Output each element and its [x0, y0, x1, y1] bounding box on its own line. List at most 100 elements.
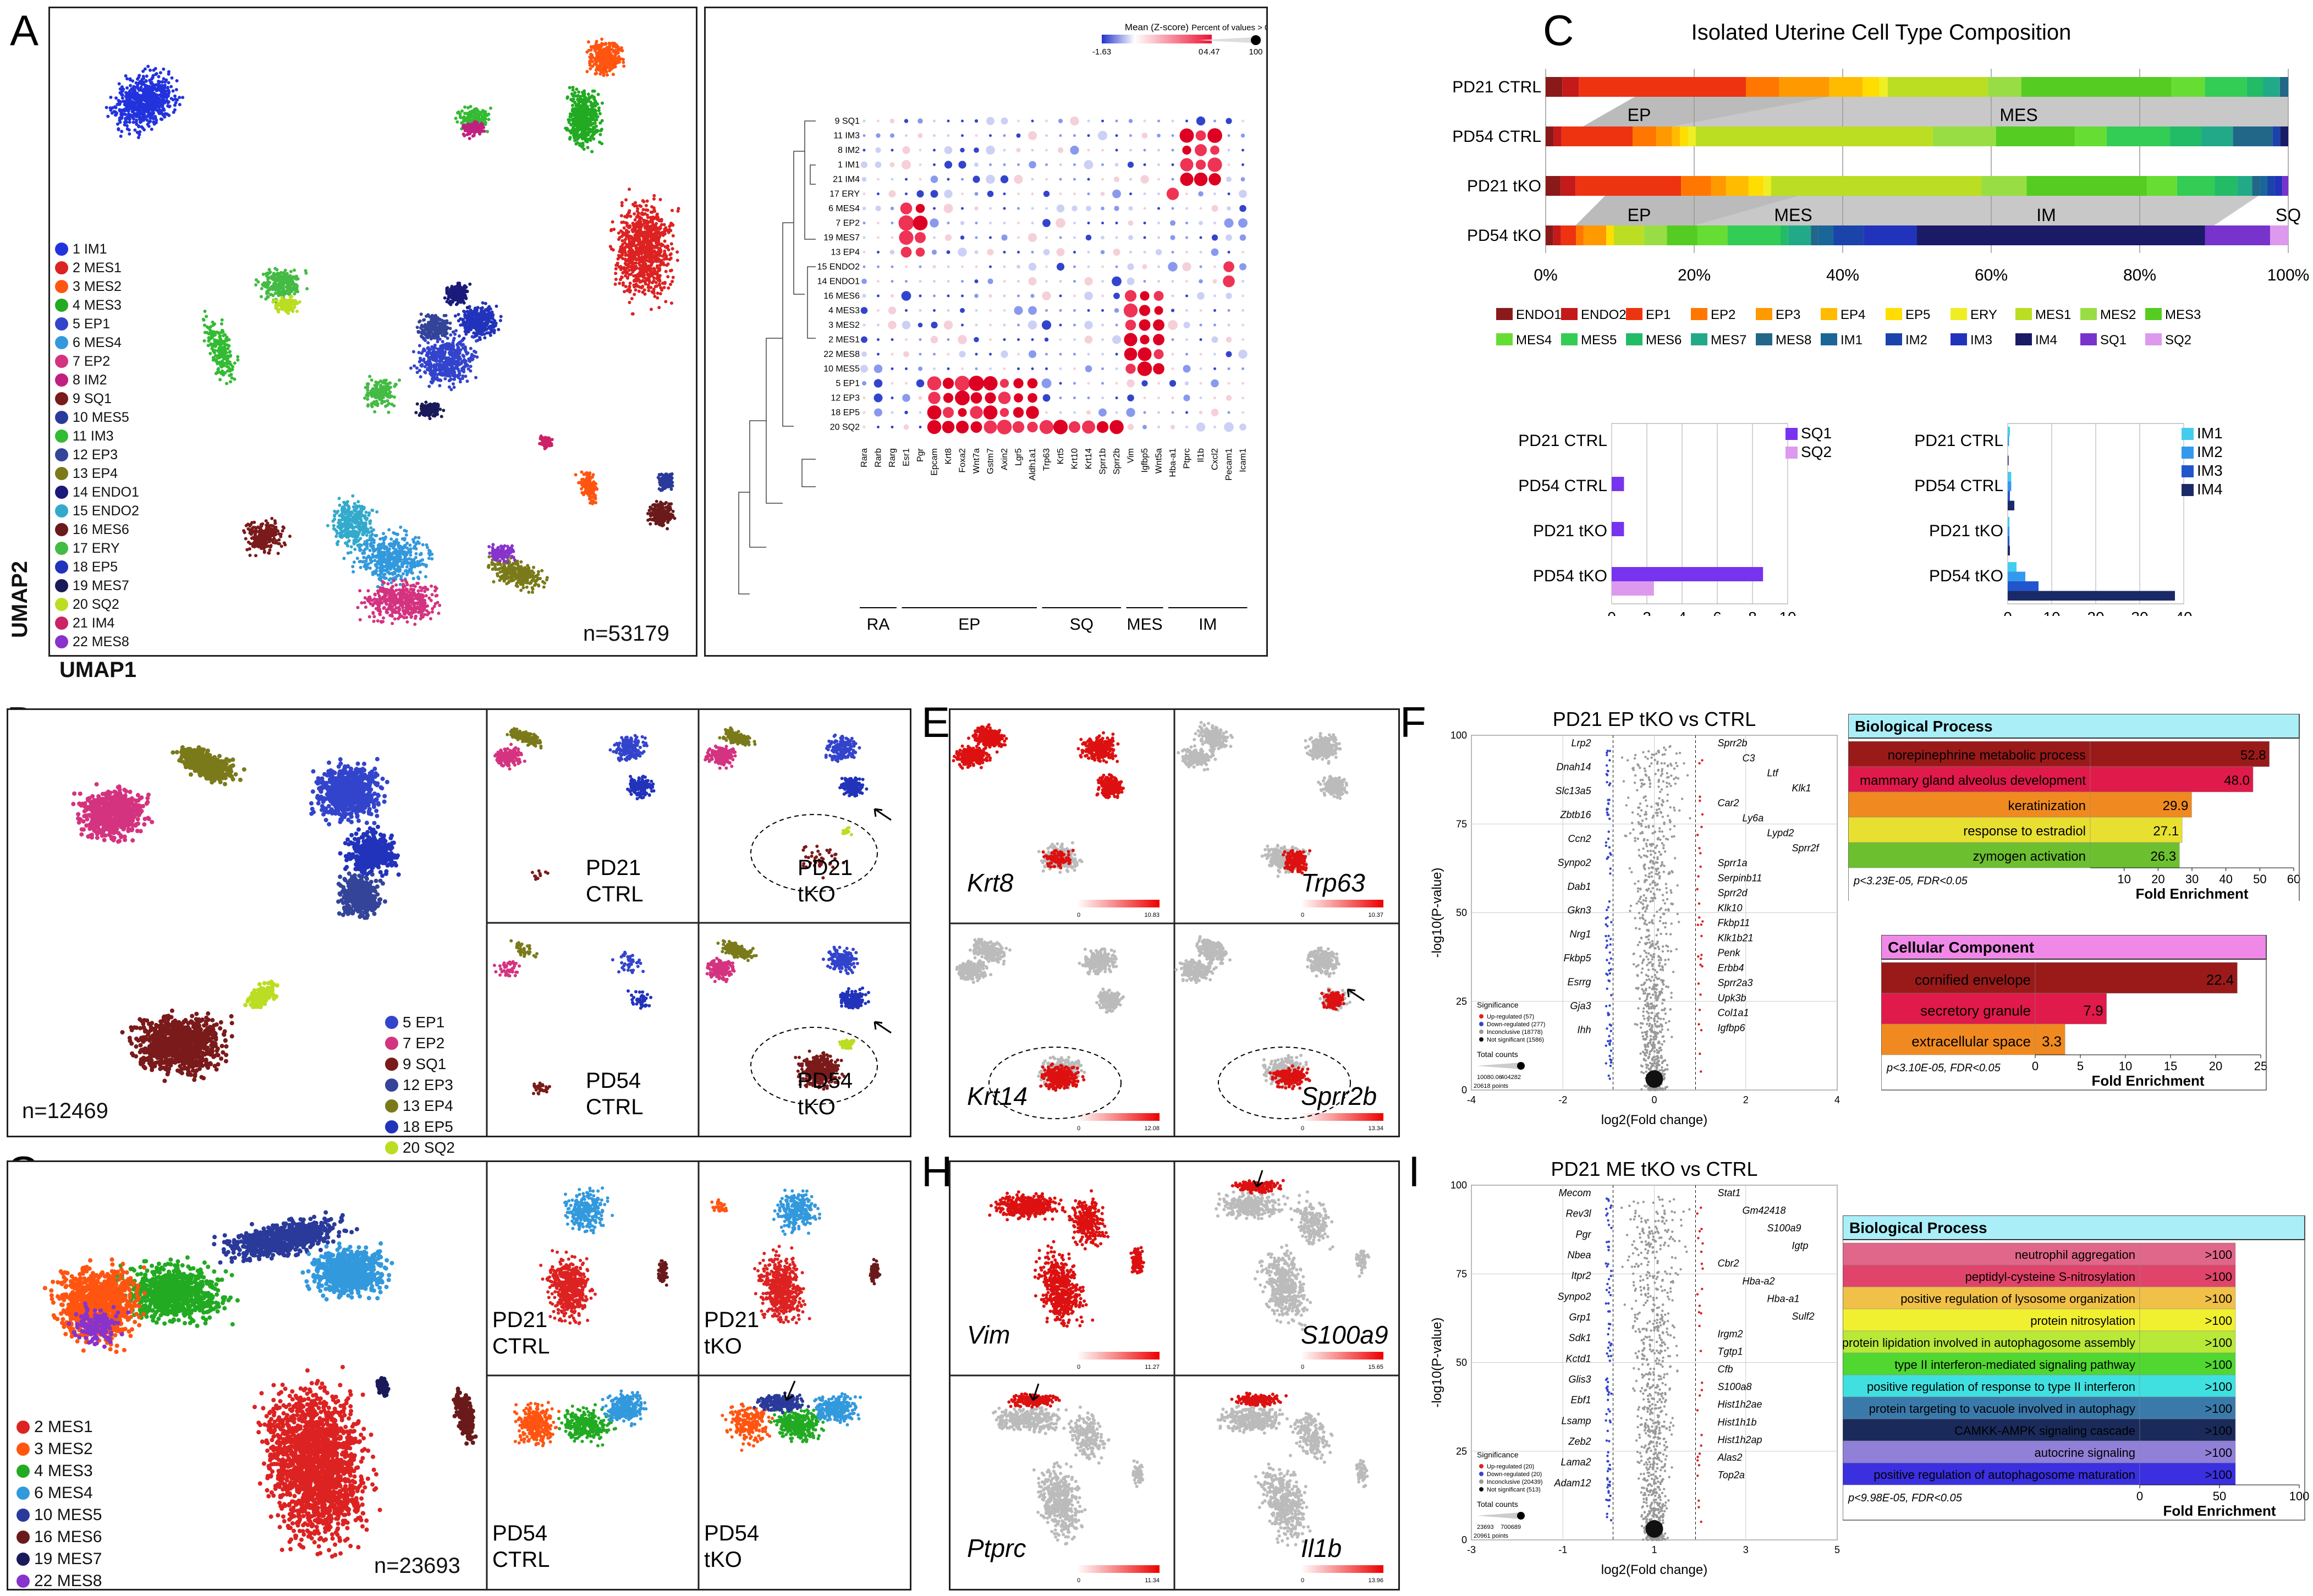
- cell-point: [619, 229, 623, 233]
- cell-point: [160, 103, 163, 106]
- cell-point: [131, 120, 135, 124]
- cell-point: [578, 144, 581, 147]
- cell-point: [154, 121, 158, 124]
- cell-point: [373, 600, 377, 604]
- cell-point: [613, 45, 617, 48]
- cell-point: [417, 610, 421, 614]
- cell-point: [433, 585, 437, 589]
- cell-point: [419, 375, 422, 379]
- cell-point: [173, 94, 177, 98]
- cell-point: [630, 297, 634, 300]
- cell-point: [411, 607, 415, 610]
- cell-point: [646, 235, 650, 239]
- cell-point: [124, 117, 127, 120]
- cell-point: [443, 343, 447, 346]
- cell-point: [639, 263, 642, 267]
- cell-point: [525, 578, 529, 582]
- cell-point: [394, 588, 398, 592]
- cell-point: [407, 548, 411, 552]
- cell-point: [402, 560, 406, 564]
- cell-point: [459, 115, 463, 119]
- cell-point: [570, 118, 574, 122]
- cell-point: [638, 204, 641, 207]
- cell-point: [490, 328, 493, 332]
- cell-point: [571, 85, 575, 89]
- cell-point: [379, 572, 382, 576]
- cell-point: [653, 258, 657, 262]
- cell-point: [149, 81, 153, 85]
- cell-point: [427, 611, 431, 615]
- cell-point: [401, 590, 405, 593]
- cell-point: [568, 86, 572, 90]
- cell-point: [578, 128, 582, 131]
- cell-point: [645, 267, 649, 271]
- cell-point: [642, 233, 646, 237]
- cell-point: [595, 68, 598, 72]
- cell-point: [169, 85, 173, 89]
- cell-point: [649, 285, 653, 289]
- cell-point: [641, 208, 645, 212]
- panel-a-umap: [48, 7, 697, 657]
- cell-point: [652, 244, 656, 248]
- cell-point: [133, 128, 137, 132]
- cell-point: [420, 588, 423, 592]
- cell-point: [429, 380, 433, 384]
- cell-point: [485, 331, 489, 335]
- cell-point: [571, 128, 574, 131]
- cell-point: [623, 290, 627, 294]
- cell-point: [458, 377, 462, 381]
- cell-point: [624, 245, 628, 249]
- cell-point: [633, 218, 637, 222]
- cell-point: [388, 595, 392, 598]
- cell-point: [644, 258, 647, 262]
- cell-point: [140, 80, 144, 84]
- cell-point: [487, 118, 491, 122]
- cell-point: [118, 120, 122, 124]
- cell-point: [266, 282, 270, 286]
- cell-point: [452, 362, 456, 366]
- cell-point: [433, 602, 437, 606]
- cell-point: [460, 109, 464, 113]
- cell-point: [628, 284, 631, 288]
- cell-point: [452, 386, 456, 389]
- cell-point: [570, 103, 574, 107]
- cell-point: [254, 283, 258, 287]
- cell-point: [386, 582, 390, 586]
- cell-point: [448, 344, 452, 348]
- cell-point: [671, 279, 674, 283]
- cell-point: [595, 124, 598, 128]
- cell-point: [650, 250, 654, 254]
- cell-point: [523, 566, 527, 570]
- cell-point: [465, 379, 469, 383]
- cell-point: [517, 571, 521, 575]
- cell-point: [418, 368, 421, 372]
- cell-point: [383, 560, 386, 564]
- cell-point: [398, 612, 402, 616]
- cell-point: [588, 55, 592, 59]
- cell-point: [457, 312, 460, 316]
- cell-point: [145, 95, 149, 98]
- cell-point: [641, 212, 645, 216]
- cell-point: [584, 133, 588, 137]
- cell-point: [389, 537, 393, 541]
- umap-a-cluster-mes2: [585, 37, 626, 78]
- cell-point: [120, 89, 124, 93]
- cell-point: [583, 109, 587, 113]
- cell-point: [447, 359, 450, 362]
- cell-point: [267, 288, 271, 292]
- cell-point: [582, 120, 586, 124]
- cell-point: [128, 132, 131, 136]
- cell-point: [256, 280, 260, 284]
- cell-point: [119, 134, 123, 138]
- cell-point: [663, 239, 667, 243]
- cell-point: [611, 73, 615, 76]
- cell-point: [140, 125, 144, 129]
- cell-point: [586, 130, 590, 134]
- cell-point: [394, 606, 398, 610]
- cell-point: [137, 75, 141, 79]
- cell-point: [581, 91, 584, 95]
- cell-point: [119, 112, 123, 116]
- panel-label-h: H: [921, 1147, 952, 1197]
- cell-point: [402, 582, 405, 586]
- cell-point: [568, 112, 572, 116]
